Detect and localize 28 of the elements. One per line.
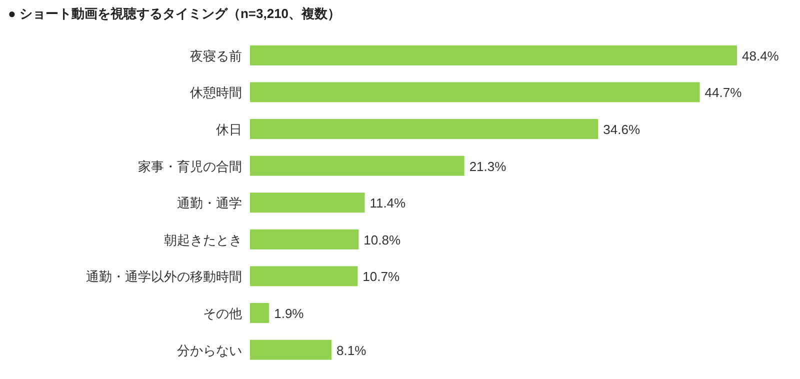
bar: [250, 192, 365, 213]
bar: [250, 303, 270, 323]
y-tick-label: 休日: [216, 122, 242, 137]
data-label: 21.3%: [469, 158, 507, 174]
data-label: 34.6%: [603, 122, 640, 137]
chart-title: ● ショート動画を視聴するタイミング（n=3,210、複数）: [8, 6, 341, 21]
y-tick-label: 通勤・通学以外の移動時間: [86, 269, 242, 284]
y-tick-label: 休憩時間: [190, 85, 242, 100]
y-tick-label: 家事・育児の合間: [138, 158, 242, 174]
data-label: 11.4%: [370, 196, 406, 211]
y-tick-label: その他: [203, 306, 242, 321]
bar: [250, 156, 464, 176]
data-label: 44.7%: [704, 85, 742, 100]
data-label: 48.4%: [742, 48, 780, 64]
bar: [250, 119, 598, 139]
y-tick-label: 朝起きたとき: [164, 232, 242, 248]
y-tick-label: 通勤・通学: [177, 196, 242, 211]
data-label: 10.8%: [364, 232, 401, 248]
data-label: 10.7%: [362, 269, 400, 284]
data-label: 1.9%: [274, 306, 304, 321]
bar: [250, 266, 358, 286]
bar: [250, 82, 700, 102]
bar: [250, 45, 737, 66]
bar: [250, 340, 332, 360]
data-label: 8.1%: [336, 342, 367, 358]
y-tick-label: 分からない: [177, 342, 242, 358]
bar: [250, 229, 359, 250]
y-tick-label: 夜寝る前: [190, 48, 242, 64]
